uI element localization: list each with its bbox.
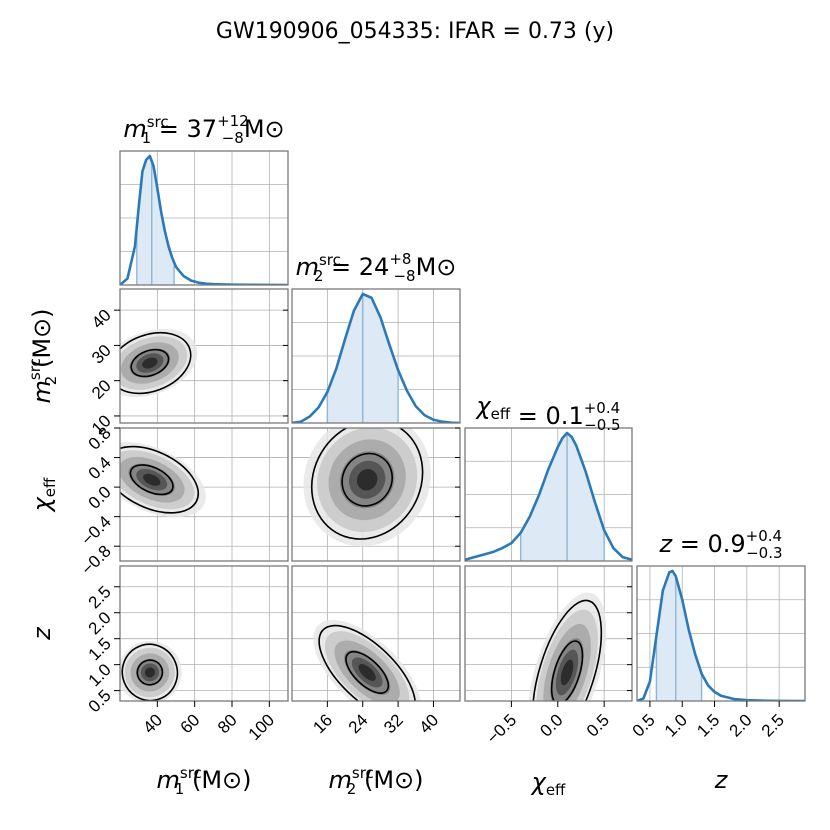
marginal-panel-chi_eff [465,428,632,561]
y-tick-label: 20 [88,376,115,403]
marginal-title-m1: msrc 1 = 37+12 −8M⊙ [123,112,284,147]
x-tick-label: 60 [177,710,204,737]
x-tick-label: 2.5 [758,710,788,740]
contour-line [532,599,603,701]
x-tick-label: 32 [380,710,407,737]
density-shade [560,659,574,686]
marginal-panel-m2 [292,289,460,423]
contour-line [130,348,170,378]
x-tick-label: 100 [245,710,278,743]
x-axis-label-chi_eff: χeff [530,768,566,799]
y-tick-label: 0.0 [85,483,115,513]
joint-panel-chi_eff-z [465,566,632,701]
x-tick-label: 1.5 [693,710,723,740]
density-curve [292,292,460,423]
joint-panel-m2-z [292,566,460,701]
contour-line [318,624,417,701]
panel-frame [636,565,806,702]
x-axis-label-z: z [714,766,729,794]
x-tick-label: 40 [415,710,442,737]
y-tick-label: 2.5 [85,582,115,612]
x-tick-label: 80 [214,710,241,737]
density-shade [144,667,155,678]
panel-frame [119,565,289,702]
contour-line [345,650,390,694]
y-tick-label: 0.4 [85,453,115,483]
marginal-panel-z [637,566,805,701]
contour-line [550,640,584,701]
panel-frame [291,288,461,424]
density-curve [637,569,805,701]
x-tick-label: 0.0 [536,710,566,740]
x-tick-label: 0.5 [629,710,659,740]
contour-line [129,464,174,496]
y-axis-label-m2: msrc2 (M⊙) [26,308,60,403]
y-tick-label: 40 [88,306,115,333]
x-tick-label: 1.0 [661,710,691,740]
panel-frame [464,427,633,562]
density-shade [143,473,161,486]
x-tick-label: 0.5 [583,710,613,740]
panel-frame [119,150,289,286]
panel-frame [291,565,461,702]
joint-panel-m1-z [120,566,288,701]
y-tick-label: 2.0 [85,608,115,638]
contour-line [120,331,192,395]
density-shade [358,663,376,681]
y-tick-label: 1.5 [85,634,115,664]
marginal-title-chi_eff: χeff = 0.1+0.4 −0.5 [474,392,620,434]
credible-interval-fill [136,156,175,285]
panel-frame [464,565,633,702]
density-shade [142,357,158,369]
y-axis-label-z: z [28,626,56,641]
contour-line [341,452,393,507]
y-tick-label: 0.5 [85,686,115,716]
density-shade [356,469,378,491]
y-tick-label: 30 [88,341,115,368]
contour-line [120,445,200,514]
y-tick-label: −0.8 [78,542,115,579]
joint-panel-m2-chi_eff [292,428,460,561]
marginal-panel-m1 [120,151,288,285]
x-tick-label: −0.5 [483,710,520,747]
joint-panel-m1-chi_eff [120,428,288,561]
x-tick-label: 24 [345,710,372,737]
x-axis-label-m1: msrc 1 (M⊙) [156,764,251,798]
marginal-title-z: z = 0.9+0.4 −0.3 [658,527,782,562]
density-curve [465,431,632,561]
panel-frame [119,288,289,424]
y-tick-label: −0.4 [78,512,115,549]
contour-line [136,659,164,686]
x-tick-label: 40 [139,710,166,737]
y-tick-label: 1.0 [85,660,115,690]
panel-frame [119,427,289,562]
x-tick-label: 16 [309,710,336,737]
contour-line [310,428,424,540]
x-axis-label-m2: msrc 2 (M⊙) [328,764,423,798]
x-tick-label: 2.0 [726,710,756,740]
marginal-title-m2: msrc 2 = 24+8 −8M⊙ [296,250,457,285]
credible-interval-fill [656,571,702,701]
figure-title: GW190906_054335: IFAR = 0.73 (y) [216,19,614,44]
y-axis-label-chi_eff: χeff [28,477,59,513]
contour-line [121,643,179,701]
credible-interval-fill [520,433,605,561]
panel-frame [291,427,461,562]
joint-panel-m1-m2 [120,289,288,423]
